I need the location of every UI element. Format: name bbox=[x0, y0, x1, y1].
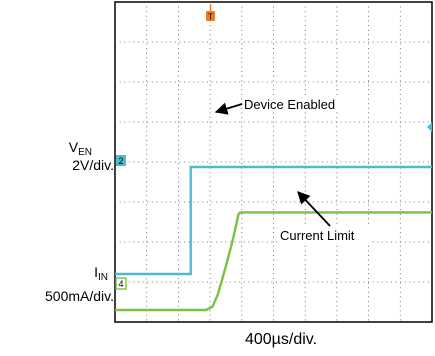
trace-en bbox=[115, 165, 432, 276]
channel-4-marker: 4 bbox=[115, 277, 127, 290]
annotation-current-limit-text: Current Limit bbox=[280, 228, 355, 243]
en-level-marker bbox=[427, 122, 432, 132]
trigger-marker-label: T bbox=[208, 13, 213, 22]
in-channel-label: IIN bbox=[94, 264, 108, 283]
time-scale-label: 400µs/div. bbox=[245, 331, 317, 348]
en-channel-label: VEN bbox=[69, 139, 92, 158]
en-scale-label: 2V/div. bbox=[72, 157, 114, 173]
trace-in bbox=[115, 211, 432, 312]
channel-2-marker: 2 bbox=[116, 155, 126, 166]
plot-frame bbox=[114, 1, 433, 323]
trigger-marker: T bbox=[206, 4, 215, 22]
in-scale-label: 500mA/div. bbox=[45, 288, 114, 304]
annotation-current-limit: Current Limit bbox=[278, 191, 372, 243]
channel-4-marker-label: 4 bbox=[118, 279, 123, 289]
annotation-device-enabled: Device Enabled bbox=[214, 96, 347, 115]
annotation-device-enabled-text: Device Enabled bbox=[244, 97, 335, 112]
channel-2-marker-label: 2 bbox=[118, 156, 123, 166]
